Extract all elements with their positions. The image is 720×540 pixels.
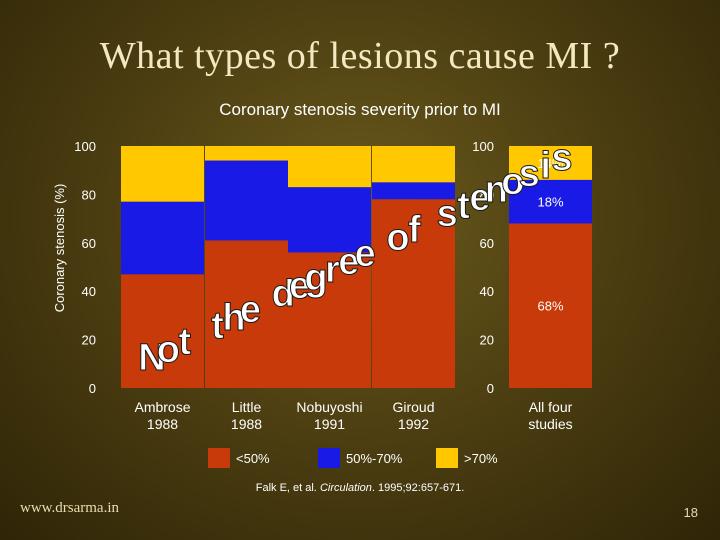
x-tick-label: Ambrose bbox=[134, 399, 190, 415]
overlay-letter: d bbox=[272, 273, 295, 315]
overlay-letter: o bbox=[501, 161, 524, 203]
y-tick-left: 80 bbox=[82, 187, 96, 202]
y-tick-left: 0 bbox=[89, 381, 96, 396]
bar-segment bbox=[372, 182, 455, 200]
bar-segment bbox=[205, 146, 288, 161]
overlay-letter: o bbox=[157, 329, 180, 371]
overlay-letter: i bbox=[540, 145, 551, 187]
x-tick-label: 1992 bbox=[398, 416, 429, 432]
bar-segment bbox=[205, 240, 288, 388]
bar-segment bbox=[121, 274, 204, 388]
overlay-letter: e bbox=[355, 233, 376, 275]
x-tick-label: 1988 bbox=[147, 416, 178, 432]
overlay-letter: f bbox=[408, 209, 421, 251]
x-tick-label: Giroud bbox=[392, 399, 434, 415]
slide-title: What types of lesions cause MI ? bbox=[99, 35, 621, 77]
citation-authors: Falk E, et al. bbox=[255, 482, 320, 494]
chart-title: Coronary stenosis severity prior to MI bbox=[219, 100, 501, 119]
overlay-letter: e bbox=[469, 177, 490, 219]
data-label: 18% bbox=[537, 195, 563, 210]
legend-swatch bbox=[436, 448, 458, 468]
legend-label: >70% bbox=[464, 451, 498, 466]
overlay-letter: e bbox=[240, 289, 261, 331]
bar-segment bbox=[288, 187, 371, 253]
legend-label: 50%-70% bbox=[346, 451, 403, 466]
x-tick-label: 1991 bbox=[314, 416, 345, 432]
overlay-letter: r bbox=[325, 249, 340, 291]
y-tick-right: 80 bbox=[480, 187, 494, 202]
bar-segment bbox=[288, 252, 371, 388]
citation: Falk E, et al. Circulation. 1995;92:657-… bbox=[0, 482, 720, 494]
overlay-letter: N bbox=[138, 337, 165, 379]
overlay-letter: g bbox=[304, 257, 327, 299]
bar-segment bbox=[509, 179, 592, 224]
x-tick-label: 1988 bbox=[231, 416, 262, 432]
bar-segment bbox=[372, 199, 455, 388]
y-tick-right: 100 bbox=[472, 139, 494, 154]
y-tick-right: 60 bbox=[480, 236, 494, 251]
overlay-letter: e bbox=[289, 265, 310, 307]
overlay-letter: t bbox=[211, 305, 224, 347]
data-label: 68% bbox=[537, 299, 563, 314]
overlay-letter: s bbox=[551, 137, 572, 179]
bar-segment bbox=[121, 201, 204, 275]
overlay-letter: s bbox=[437, 193, 458, 235]
y-tick-right: 40 bbox=[480, 284, 494, 299]
citation-journal: Circulation bbox=[319, 482, 372, 494]
overlay-letter: n bbox=[485, 169, 508, 211]
x-tick-label: Nobuyoshi bbox=[296, 399, 362, 415]
bar-segment bbox=[121, 146, 204, 202]
slide-number: 18 bbox=[683, 505, 698, 520]
legend-swatch bbox=[318, 448, 340, 468]
overlay-letter: h bbox=[222, 297, 245, 339]
y-tick-right: 20 bbox=[480, 333, 494, 348]
x-tick-label: All four bbox=[529, 399, 573, 415]
y-axis-label: Coronary stenosis (%) bbox=[52, 184, 67, 313]
bar-segment bbox=[509, 223, 592, 388]
x-tick-label: studies bbox=[528, 416, 572, 432]
overlay-letter: t bbox=[178, 321, 191, 363]
bar-segment bbox=[288, 146, 371, 188]
y-tick-left: 40 bbox=[82, 284, 96, 299]
x-tick-label: Little bbox=[232, 399, 262, 415]
overlay-letter: o bbox=[386, 217, 409, 259]
data-label: 14% bbox=[537, 156, 563, 171]
bar-segment bbox=[509, 146, 592, 180]
y-tick-left: 60 bbox=[82, 236, 96, 251]
legend-label: <50% bbox=[236, 451, 270, 466]
overlay-letter: e bbox=[338, 241, 359, 283]
watermark: www.drsarma.in bbox=[20, 500, 120, 516]
overlay-letter: s bbox=[519, 153, 540, 195]
citation-rest: . 1995;92:657-671. bbox=[371, 482, 465, 494]
bar-segment bbox=[205, 160, 288, 241]
y-tick-left: 100 bbox=[74, 139, 96, 154]
y-tick-right: 0 bbox=[487, 381, 494, 396]
y-tick-left: 20 bbox=[82, 333, 96, 348]
overlay-letter: t bbox=[457, 185, 470, 227]
bar-segment bbox=[372, 146, 455, 183]
legend-swatch bbox=[208, 448, 230, 468]
